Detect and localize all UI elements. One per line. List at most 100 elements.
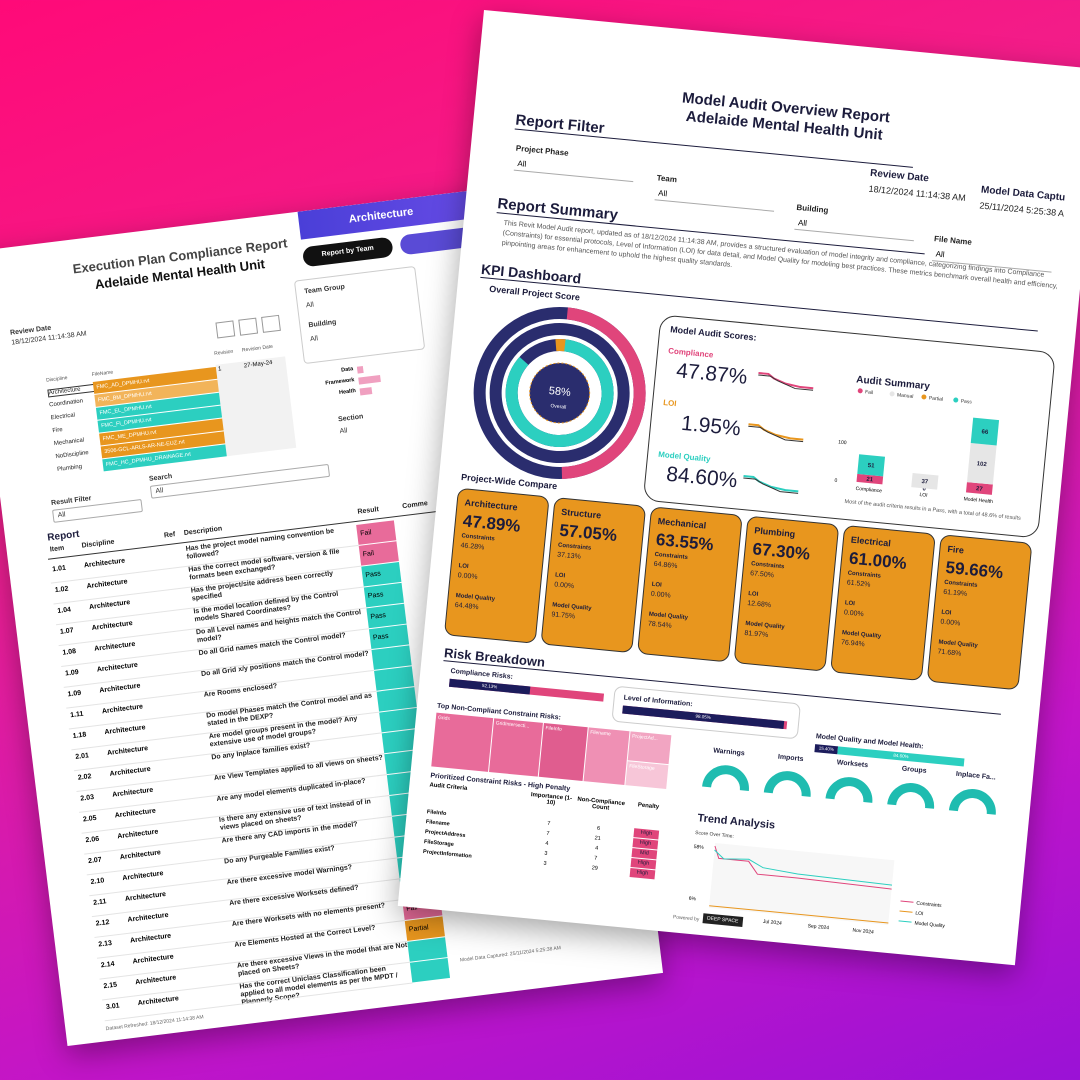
gauges: Warnings Imports Worksets Groups Inplace Fa.…: [694, 746, 1018, 836]
metric-label: Constraints: [557, 542, 592, 552]
legend-label: Model Quality: [914, 920, 946, 929]
score-label: Compliance: [667, 346, 714, 360]
score-value: 84.60%: [665, 462, 739, 493]
item: 2.07: [87, 856, 103, 866]
bar-segment: [856, 473, 884, 485]
team-button[interactable]: Report by Team: [301, 236, 394, 268]
metric-label: Model Quality: [648, 611, 689, 622]
card-value: 61.00%: [848, 548, 908, 574]
dropdown[interactable]: All: [513, 156, 635, 183]
metric-value: 0.00%: [843, 609, 864, 619]
item: 1.18: [72, 731, 87, 741]
gauge-label: Inplace Fa...: [955, 770, 997, 782]
value[interactable]: All: [309, 335, 319, 344]
icon[interactable]: [261, 314, 281, 333]
icon[interactable]: [215, 320, 236, 339]
score-label: Model Quality: [657, 449, 711, 464]
item: 2.14: [100, 960, 115, 970]
sparkline-line: [743, 477, 799, 494]
discipline: Architecture: [116, 828, 159, 841]
sparkline: [758, 371, 814, 391]
audit-page: Model Audit Overview Report Adelaide Men…: [397, 10, 1080, 966]
sparkline: [743, 475, 799, 494]
donut: 58% Overall: [473, 307, 646, 480]
discipline: Fire: [52, 427, 64, 435]
legend-label: Constraints: [916, 901, 942, 909]
metric-label: Constraints: [654, 551, 689, 562]
label: Building: [308, 318, 337, 330]
sparkline-line: [748, 423, 804, 441]
bar-label: 102: [976, 461, 987, 468]
icon[interactable]: [238, 317, 259, 336]
overall-sub: Overall: [550, 403, 566, 410]
discipline: Architecture: [129, 932, 172, 945]
treemap-cell: FileStorage: [625, 761, 669, 790]
bar-segment: [966, 442, 997, 485]
result: [409, 958, 451, 983]
card-name: Structure: [560, 506, 602, 521]
filter-box: Team Group All Building All: [293, 265, 426, 365]
card-name: Mechanical: [657, 516, 707, 531]
risk-table: Audit Criteria Importance (1-10) Non-Compl…: [422, 782, 679, 886]
gauge-arc: [763, 771, 811, 797]
metric-label: Model Quality: [938, 639, 978, 650]
discipline: Architecture: [137, 995, 180, 1008]
item: 2.02: [77, 773, 92, 782]
metric-value: 76.94%: [840, 639, 865, 649]
sparkline: [748, 423, 804, 443]
y-tick-label: 100: [838, 439, 847, 446]
discipline: Architecture: [127, 911, 169, 924]
metric-label: Constraints: [847, 570, 882, 580]
dropdown[interactable]: All: [654, 186, 776, 212]
bar-label: 51: [867, 463, 875, 470]
discipline: Architecture: [134, 974, 177, 987]
card: Architecture 47.89% Constraints 46.28% LOI 0.…: [443, 487, 550, 644]
metric-label: LOI: [554, 572, 566, 580]
discipline: Architecture: [109, 765, 152, 778]
column-header: Non-Compliance Count: [577, 796, 626, 812]
column-header: Revision: [213, 348, 234, 357]
filter-label: Building: [796, 202, 829, 215]
item: 1.09: [67, 689, 82, 699]
discipline: Architecture: [122, 870, 164, 883]
revision: 1: [217, 366, 222, 373]
bar-segment: 15.40%: [814, 744, 839, 755]
sparkline-line: [758, 374, 814, 391]
item: 1.09: [64, 668, 80, 678]
metric-value: 81.97%: [744, 629, 769, 640]
metric-label: Model Quality: [455, 592, 496, 603]
label: Model Audit Scores:: [669, 324, 758, 343]
label: Section: [337, 413, 364, 424]
metric-label: Constraints: [750, 561, 785, 571]
treemap-cell: GridIntersecti...: [488, 718, 543, 777]
x-tick-label: Nov 2024: [852, 928, 874, 936]
item: 2.15: [103, 981, 118, 991]
gauge: [763, 771, 811, 797]
plot: [708, 842, 895, 925]
ring: [489, 323, 630, 464]
revision-area: [215, 356, 297, 457]
footer: Powered by: [672, 914, 700, 923]
discipline: Coordination: [48, 398, 84, 409]
legend-label: Pass: [960, 399, 972, 406]
legend-dot: [953, 397, 959, 403]
gauge-arc: [702, 765, 749, 791]
score-value: 1.95%: [680, 411, 742, 441]
center: [529, 362, 591, 424]
discipline: Architecture: [47, 383, 96, 398]
value[interactable]: All: [339, 427, 348, 436]
scores-box: Model Audit Scores: Audit Summary Fail Ma…: [642, 314, 1056, 539]
bar-segment: [965, 482, 993, 495]
line: [714, 849, 893, 886]
card: Plumbing 67.30% Constraints 67.50% LOI 12.68%…: [733, 515, 840, 672]
discipline: Architecture: [96, 661, 139, 674]
discipline: Plumbing: [56, 463, 83, 473]
column-header: Item: [49, 544, 65, 554]
legend-label: LOI: [915, 911, 924, 918]
legend-dot: [857, 388, 863, 394]
metric-label: Constraints: [943, 579, 978, 589]
bar: [359, 387, 373, 396]
item: 1.02: [54, 585, 69, 595]
value[interactable]: All: [305, 301, 315, 310]
